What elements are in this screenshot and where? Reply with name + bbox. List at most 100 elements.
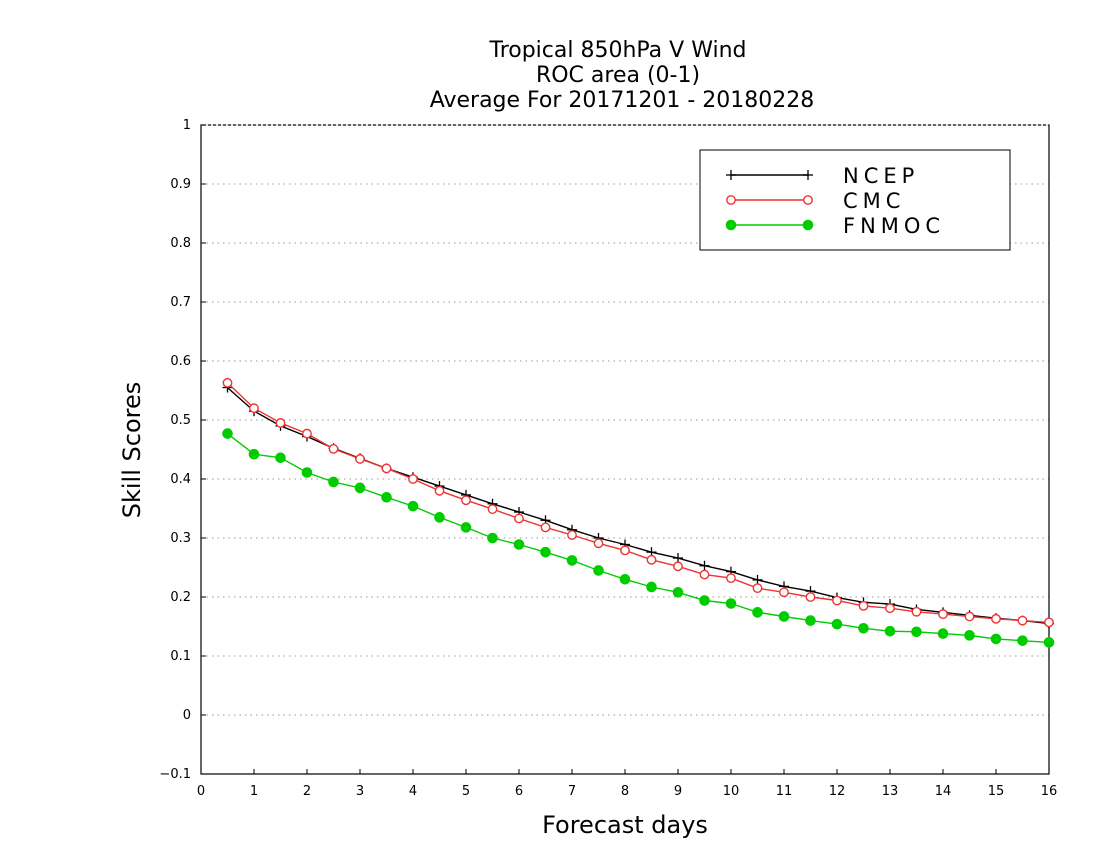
x-tick-label: 3 (356, 784, 364, 799)
series-cmc-point (355, 454, 365, 464)
series-layer (222, 377, 1055, 648)
series-cmc-point (567, 530, 577, 540)
x-tick-label: 9 (674, 784, 682, 799)
chart-title-line-1: Tropical 850hPa V Wind (488, 38, 746, 63)
x-tick-label: 7 (568, 784, 576, 799)
series-ncep (222, 382, 1054, 629)
series-fnmoc (222, 428, 1055, 648)
series-cmc-point (938, 609, 948, 620)
series-fnmoc-point (752, 607, 763, 618)
chart-title: Tropical 850hPa V Wind ROC area (0-1) Av… (430, 38, 815, 113)
y-tick-label: 0.6 (170, 354, 191, 369)
legend-fnmoc-label: FNMOC (843, 214, 945, 238)
series-cmc (222, 377, 1054, 628)
x-tick-label: 15 (988, 784, 1005, 799)
y-tick-label: 0.5 (170, 413, 191, 428)
series-cmc-point (275, 418, 286, 428)
series-cmc-point (673, 561, 683, 572)
series-fnmoc-point (513, 539, 525, 550)
series-cmc-point (540, 522, 551, 533)
series-fnmoc-point (858, 622, 869, 634)
series-fnmoc-point (619, 574, 631, 585)
y-tick-label: 0.1 (170, 649, 191, 664)
series-cmc-point (885, 603, 895, 614)
series-cmc-point (1017, 615, 1028, 626)
series-fnmoc-point (354, 482, 366, 494)
x-tick-label: 14 (935, 784, 952, 799)
y-axis-label: Skill Scores (118, 382, 146, 519)
series-cmc-point (408, 474, 418, 484)
grid-layer (201, 183, 1049, 716)
series-cmc-point (805, 592, 816, 602)
series-fnmoc-point (831, 618, 843, 630)
chart-title-line-3: Average For 20171201 - 20180228 (430, 88, 815, 113)
legend-fnmoc-marker (802, 219, 814, 231)
series-fnmoc-point (222, 428, 233, 439)
series-fnmoc-point (699, 595, 710, 606)
y-tick-label: 0.7 (170, 295, 191, 310)
series-fnmoc-point (540, 546, 551, 558)
series-cmc-point (514, 513, 524, 524)
chart-title-line-2: ROC area (0-1) (536, 63, 700, 88)
series-fnmoc-point (275, 452, 286, 464)
series-cmc-point (699, 569, 710, 580)
series-cmc-point (858, 600, 869, 611)
y-tick-label: −0.1 (159, 767, 191, 782)
series-cmc-point (752, 583, 763, 594)
series-cmc-point (646, 554, 657, 565)
series-fnmoc-point (778, 611, 790, 622)
series-ncep-line (227, 387, 1050, 625)
series-cmc-point (249, 403, 259, 414)
x-axis-label: Forecast days (542, 811, 708, 839)
series-cmc-point (964, 611, 975, 622)
legend-ncep-marker (803, 170, 813, 180)
series-fnmoc-point (911, 626, 922, 638)
legend-entry-cmc: CMC (726, 189, 900, 213)
series-ncep-point (699, 560, 710, 571)
x-tick-label: 5 (462, 784, 470, 799)
x-tick-label: 0 (197, 784, 205, 799)
series-cmc-point (1044, 617, 1054, 628)
series-cmc-point (381, 463, 392, 474)
series-cmc-point (593, 538, 604, 549)
series-fnmoc-point (487, 532, 498, 544)
series-cmc-point (991, 613, 1001, 624)
legend-entry-fnmoc: FNMOC (725, 214, 945, 238)
x-tick-label: 6 (515, 784, 523, 799)
legend-ncep-label: NCEP (843, 164, 919, 188)
x-tick-label: 12 (829, 784, 846, 799)
series-cmc-point (461, 495, 471, 506)
series-cmc-point (487, 504, 498, 514)
series-cmc-point (434, 485, 445, 496)
series-fnmoc-point (328, 476, 339, 488)
x-tick-label: 10 (723, 784, 740, 799)
legend-cmc-marker (726, 195, 736, 205)
legend-ncep-marker (726, 170, 736, 180)
x-tick-label: 4 (409, 784, 417, 799)
x-tick-label: 2 (303, 784, 311, 799)
x-tick-label: 8 (621, 784, 629, 799)
legend-fnmoc-marker (725, 219, 737, 231)
series-fnmoc-point (593, 565, 604, 576)
series-fnmoc-point (1017, 635, 1028, 646)
series-cmc-point (222, 377, 233, 388)
series-fnmoc-point (725, 598, 737, 609)
series-cmc-line (227, 382, 1050, 624)
series-cmc-point (911, 606, 922, 617)
series-fnmoc-point (646, 581, 657, 593)
series-cmc-point (832, 595, 842, 606)
series-fnmoc-point (301, 467, 313, 478)
series-fnmoc-point (566, 555, 578, 566)
series-fnmoc-point (990, 633, 1002, 645)
series-cmc-point (302, 428, 312, 439)
series-fnmoc-point (407, 500, 419, 512)
series-cmc-point (726, 573, 736, 584)
y-tick-label: 0.3 (170, 531, 191, 546)
x-tick-label: 13 (882, 784, 899, 799)
y-tick-label: 0.2 (170, 590, 191, 605)
series-fnmoc-point (672, 586, 684, 598)
series-cmc-point (779, 587, 789, 598)
series-fnmoc-point (460, 522, 472, 533)
